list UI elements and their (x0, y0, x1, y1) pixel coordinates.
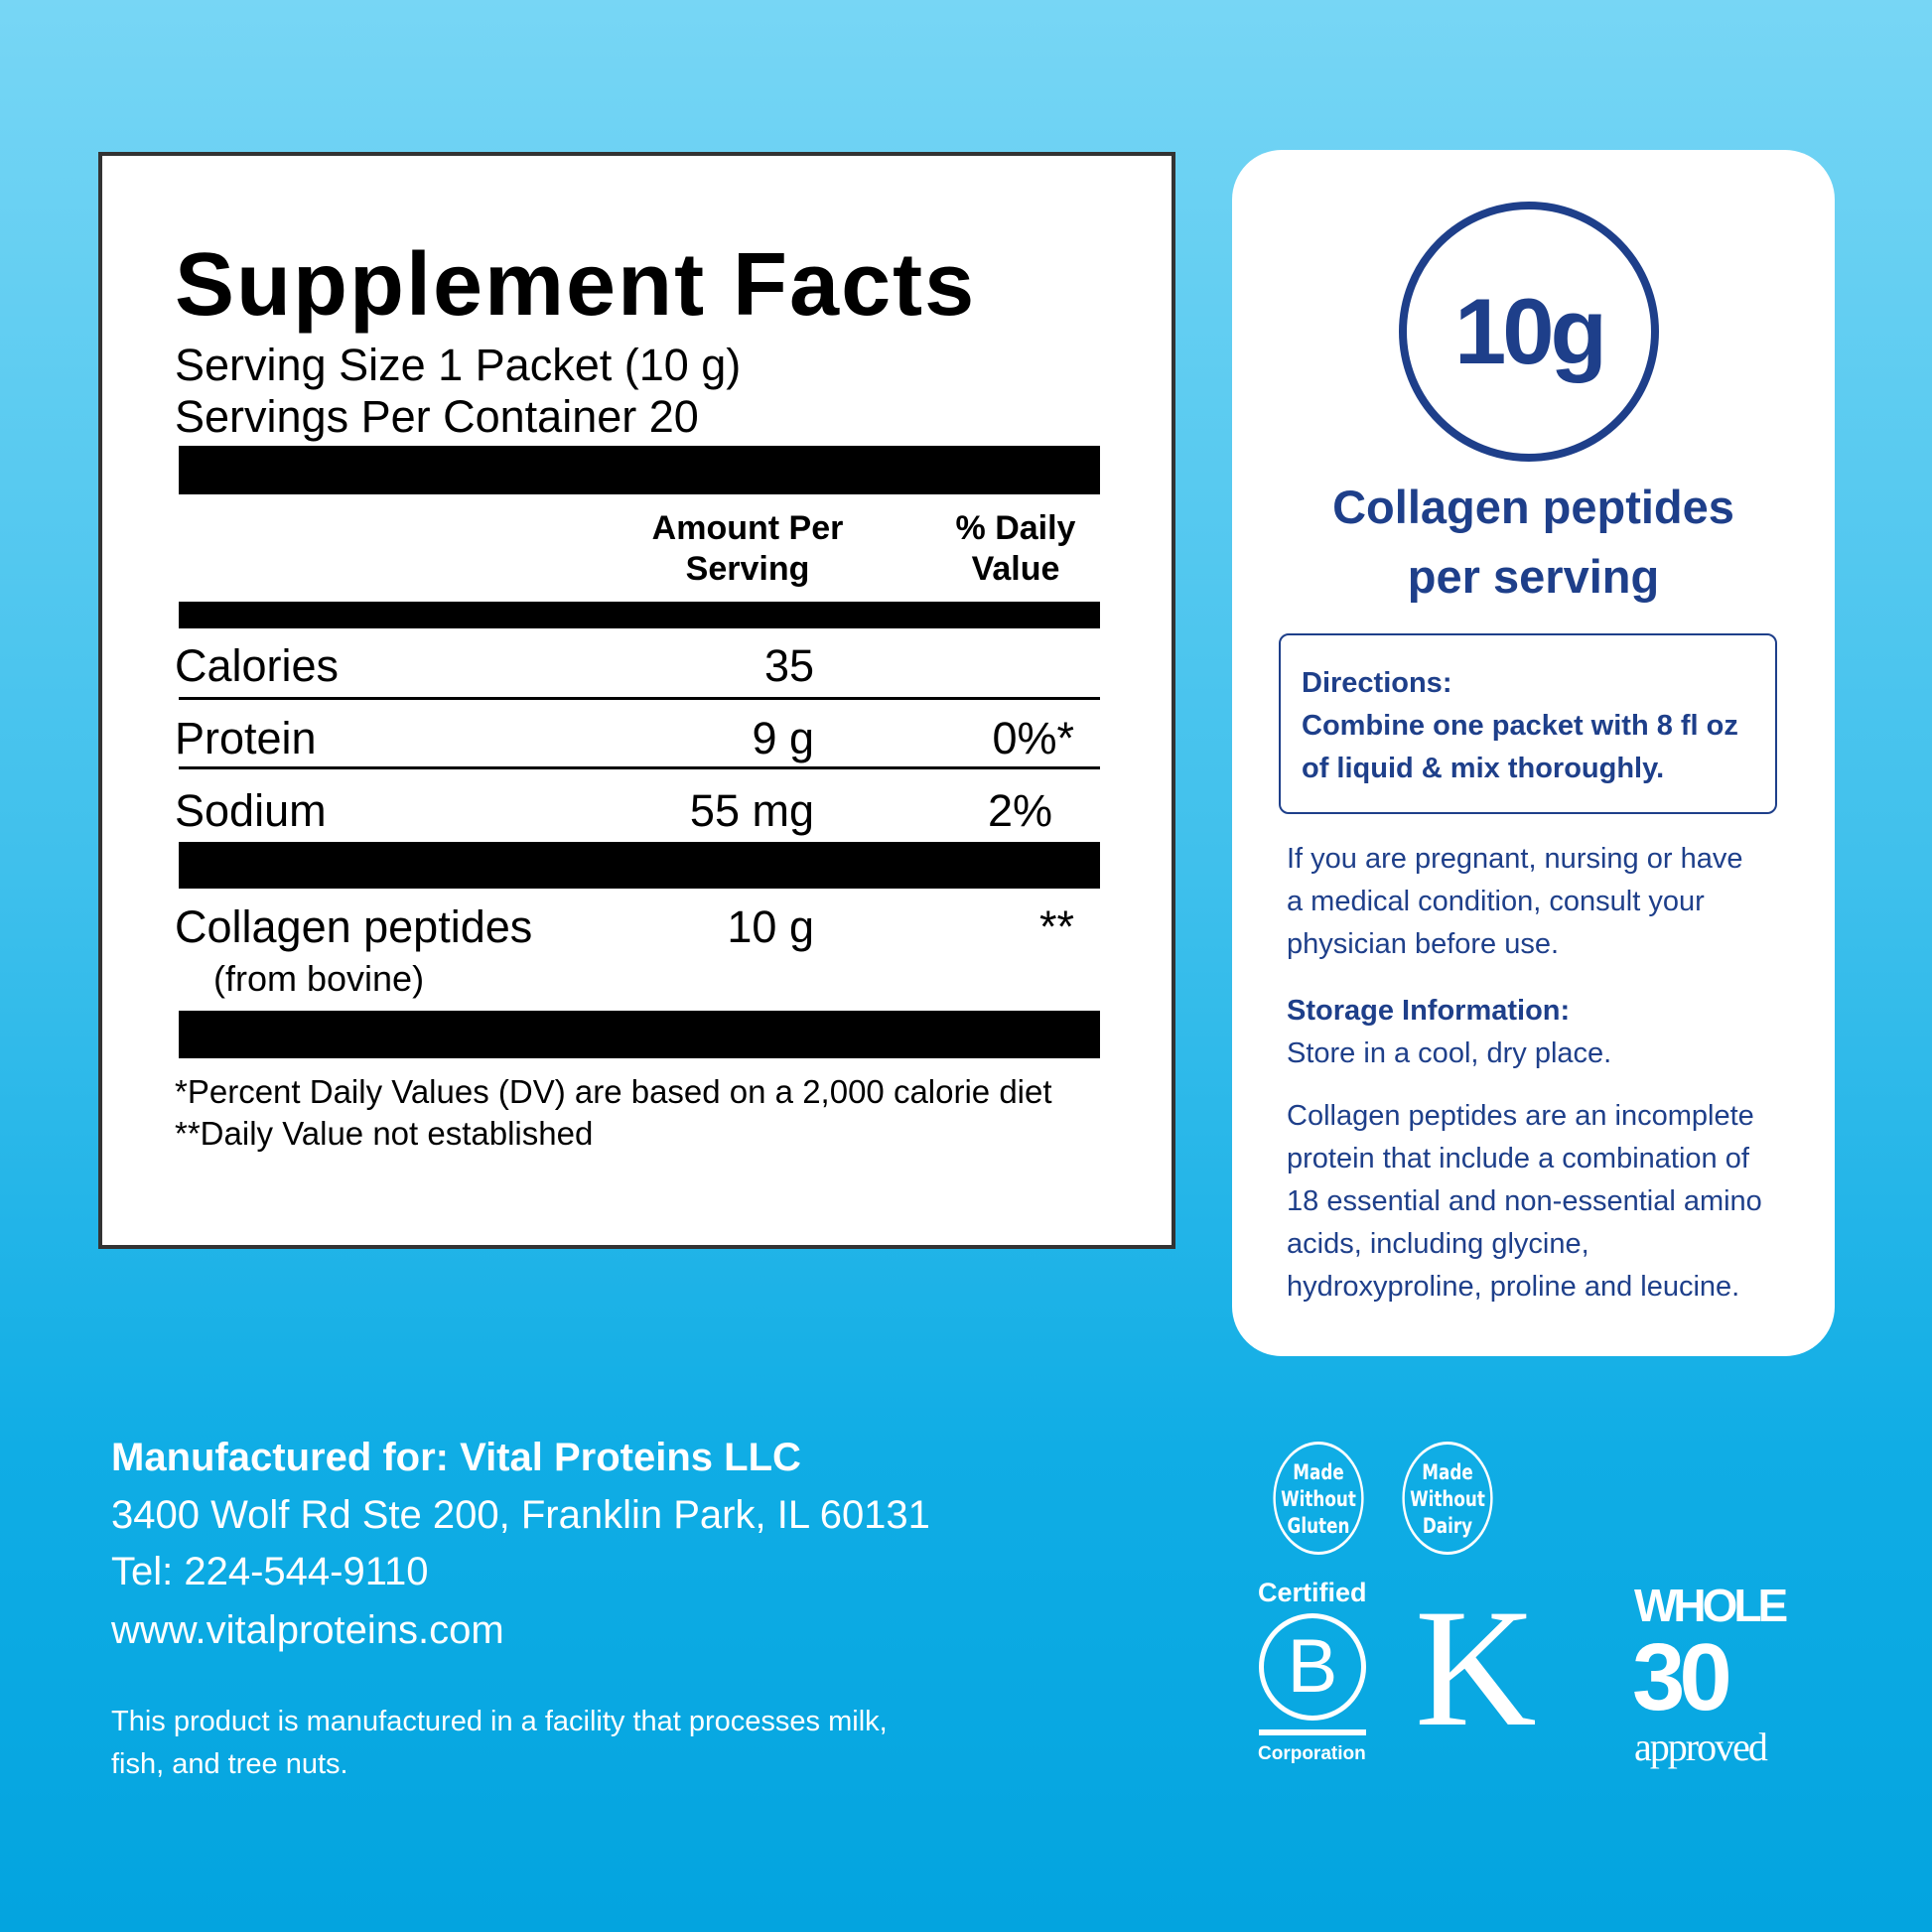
footnote: *Percent Daily Values (DV) are based on … (175, 1073, 1052, 1110)
row-name: Sodium (175, 785, 327, 836)
badge-text: Without (1281, 1487, 1356, 1511)
manufacturer-name: Manufactured for: Vital Proteins LLC (111, 1436, 801, 1479)
bcorp-line (1259, 1729, 1366, 1735)
badge-text: Gluten (1287, 1514, 1350, 1538)
thick-bar (179, 446, 1100, 494)
badge-text: Made (1422, 1460, 1473, 1484)
row-dv: 2% (987, 785, 1052, 836)
row-amount: 55 mg (689, 785, 814, 836)
badge-text: Dairy (1422, 1514, 1473, 1538)
warning-line: physician before use. (1287, 928, 1560, 960)
divider (179, 766, 1100, 769)
collagen-source: (from bovine) (213, 958, 425, 999)
warning-line: a medical condition, consult your (1287, 886, 1705, 917)
facts-title: Supplement Facts (175, 235, 977, 335)
collagen-amount: 10 g (727, 901, 814, 952)
row-amount: 9 g (752, 713, 814, 763)
footnote: **Daily Value not established (175, 1115, 594, 1152)
manufacturer-address: 3400 Wolf Rd Ste 200, Franklin Park, IL … (111, 1493, 930, 1537)
bcorp-bottom-text: Corporation (1258, 1743, 1366, 1764)
header-text: Value (971, 550, 1060, 588)
bcorp-circle: B (1259, 1613, 1366, 1721)
headline: Collagen peptides per serving (1232, 473, 1835, 612)
directions-box: Directions: Combine one packet with 8 fl… (1279, 633, 1777, 814)
info-line: Collagen peptides are an incomplete (1287, 1100, 1754, 1132)
collagen-dv: ** (1038, 901, 1074, 952)
storage-section: Storage Information: Store in a cool, dr… (1287, 990, 1611, 1075)
badge-amount: 10g (1454, 279, 1607, 383)
storage-text: Store in a cool, dry place. (1287, 1037, 1612, 1069)
directions-line: Combine one packet with 8 fl oz (1302, 710, 1738, 742)
headline-line: per serving (1407, 550, 1660, 603)
manufacturer-website[interactable]: www.vitalproteins.com (111, 1608, 504, 1652)
info-line: protein that include a combination of (1287, 1143, 1749, 1174)
directions-title: Directions: (1302, 667, 1452, 699)
servings-per-container: Servings Per Container 20 (175, 391, 699, 442)
info-line: 18 essential and non-essential amino (1287, 1185, 1762, 1217)
allergen-disclaimer: This product is manufactured in a facili… (111, 1701, 888, 1786)
whole30-top: WHOLE (1634, 1580, 1788, 1631)
header-amount: Amount Per Serving (648, 508, 847, 590)
row-name: Protein (175, 713, 317, 763)
disclaimer-line: fish, and tree nuts. (111, 1748, 348, 1780)
serving-size: Serving Size 1 Packet (10 g) (175, 340, 742, 390)
warning-text: If you are pregnant, nursing or have a m… (1287, 838, 1742, 966)
row-name: Calories (175, 640, 340, 691)
header-text: Serving (685, 550, 810, 588)
gluten-free-badge: Made Without Gluten (1273, 1442, 1364, 1555)
collagen-info: Collagen peptides are an incomplete prot… (1287, 1095, 1762, 1309)
info-line: hydroxyproline, proline and leucine. (1287, 1271, 1740, 1303)
header-text: Amount Per (651, 509, 844, 547)
info-card: 10g Collagen peptides per serving Direct… (1232, 150, 1835, 1356)
kosher-logo: K (1415, 1575, 1537, 1761)
row-amount: 35 (763, 640, 814, 691)
row-dv: 0%* (992, 713, 1074, 763)
whole30-bottom: approved (1634, 1725, 1768, 1769)
supplement-facts-panel: Supplement Facts Serving Size 1 Packet (… (98, 152, 1175, 1249)
thick-bar (179, 1011, 1100, 1058)
dairy-free-badge: Made Without Dairy (1402, 1442, 1493, 1555)
directions-line: of liquid & mix thoroughly. (1302, 753, 1665, 784)
bcorp-top-text: Certified (1258, 1578, 1367, 1607)
divider (179, 697, 1100, 700)
directions-text: Directions: Combine one packet with 8 fl… (1302, 662, 1738, 790)
bar (179, 602, 1100, 628)
header-text: % Daily (955, 509, 1076, 547)
header-dv: % Daily Value (916, 508, 1115, 590)
disclaimer-line: This product is manufactured in a facili… (111, 1706, 888, 1737)
collagen-name: Collagen peptides (175, 901, 533, 952)
badge-text: Without (1410, 1487, 1485, 1511)
whole30-number: 30 (1632, 1624, 1732, 1730)
warning-line: If you are pregnant, nursing or have (1287, 843, 1743, 875)
bcorp-letter: B (1287, 1624, 1338, 1709)
manufacturer-tel: Tel: 224-544-9110 (111, 1550, 429, 1593)
serving-badge: 10g (1399, 202, 1659, 462)
headline-line: Collagen peptides (1332, 481, 1734, 533)
badge-text: Made (1293, 1460, 1344, 1484)
info-line: acids, including glycine, (1287, 1228, 1589, 1260)
storage-title: Storage Information: (1287, 995, 1571, 1027)
thick-bar (179, 842, 1100, 889)
